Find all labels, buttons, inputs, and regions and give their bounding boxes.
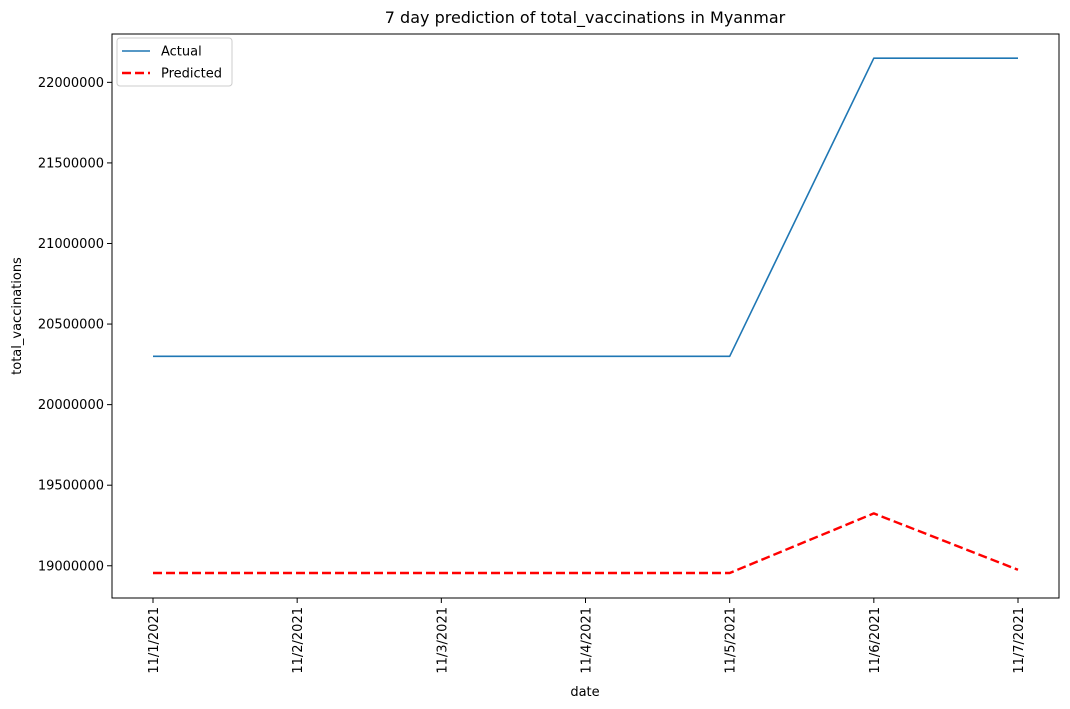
x-tick-label: 11/2/2021	[291, 607, 306, 674]
x-tick-label: 11/7/2021	[1012, 607, 1027, 674]
x-tick-label: 11/6/2021	[868, 607, 883, 674]
x-tick-label: 11/1/2021	[147, 607, 162, 674]
y-axis: 19000000 19500000 20000000 20500000 21000000…	[38, 76, 112, 574]
x-tick-label: 11/4/2021	[580, 607, 595, 674]
x-tick-label: 11/5/2021	[724, 607, 739, 674]
x-axis-label: date	[570, 685, 599, 700]
legend: Actual Predicted	[116, 37, 233, 87]
y-tick-label: 19500000	[38, 479, 104, 494]
x-tick-label: 11/3/2021	[435, 607, 450, 674]
y-axis-label: total_vaccinations	[10, 257, 25, 375]
y-tick-label: 20500000	[38, 318, 104, 333]
series-line-actual	[153, 57, 1018, 358]
y-tick-label: 20000000	[38, 398, 104, 413]
series-line-predicted	[153, 512, 1019, 575]
y-tick-label: 22000000	[38, 76, 104, 91]
x-axis: 11/1/2021 11/2/2021 11/3/2021 11/4/2021 11/5…	[147, 598, 1027, 674]
series-layer	[153, 57, 1019, 575]
legend-label-actual: Actual	[161, 45, 202, 60]
y-tick-label: 21000000	[38, 237, 104, 252]
legend-label-predicted: Predicted	[161, 67, 222, 82]
y-tick-label: 21500000	[38, 156, 104, 171]
legend-box	[116, 37, 233, 87]
y-tick-label: 19000000	[38, 559, 104, 574]
chart-title: 7 day prediction of total_vaccinations i…	[385, 8, 786, 28]
